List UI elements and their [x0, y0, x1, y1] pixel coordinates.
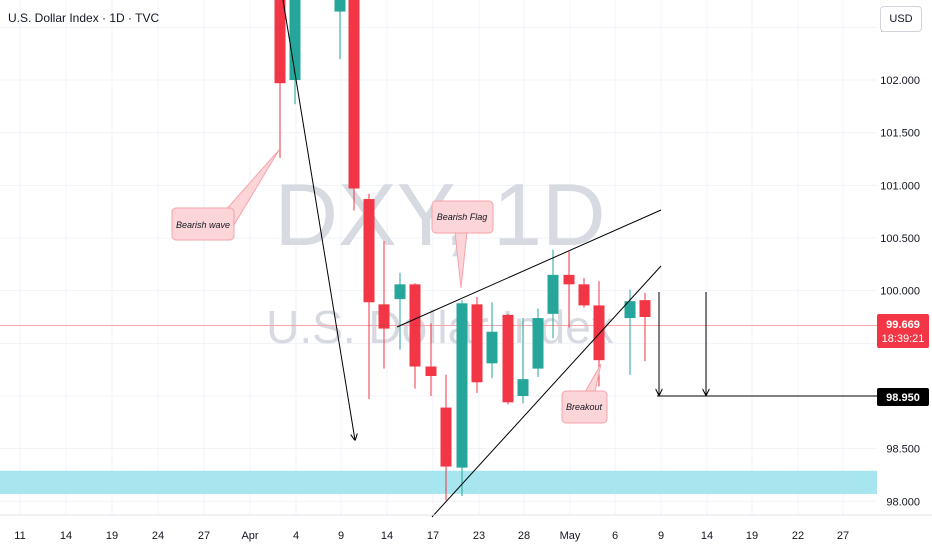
candle[interactable] [456, 300, 468, 497]
bearish-wave-callout[interactable]: Bearish wave [171, 149, 280, 241]
x-tick-label: 19 [746, 530, 758, 542]
candles-layer [274, 0, 651, 501]
breakout-callout[interactable]: Breakout [561, 363, 608, 424]
x-tick-label: 27 [837, 530, 849, 542]
x-tick-label: 27 [198, 530, 210, 542]
x-tick-label: 9 [338, 530, 344, 542]
y-tick-label: 98.500 [886, 444, 920, 456]
x-tick-label: 14 [381, 530, 393, 542]
current-price-tag: 99.669 18:39:21 [877, 314, 929, 348]
bearish-wave-label: Bearish wave [176, 220, 230, 230]
y-tick-label: 101.500 [880, 128, 920, 140]
support-zone[interactable] [0, 470, 877, 494]
candle[interactable] [394, 272, 406, 350]
x-tick-label: 9 [658, 530, 664, 542]
target-price-value: 98.950 [886, 392, 920, 404]
bearish-wave-arrow[interactable] [282, 0, 355, 440]
time-axis[interactable]: 11 14 19 24 27 Apr 4 9 14 17 23 28 May 6 9 14 19 22 27 [0, 514, 932, 542]
candle[interactable] [409, 283, 421, 389]
price-axis[interactable]: 98.00098.50099.00099.500100.000100.50010… [877, 0, 932, 550]
candle[interactable] [517, 318, 529, 404]
breakout-label: Breakout [566, 402, 603, 412]
candle[interactable] [274, 0, 286, 158]
bearish-flag-label: Bearish Flag [437, 212, 488, 222]
x-tick-label: 22 [792, 530, 804, 542]
candle[interactable] [547, 249, 559, 339]
current-price-value: 99.669 [886, 319, 920, 331]
flag-upper-trendline[interactable] [396, 209, 662, 328]
y-tick-label: 98.000 [886, 496, 920, 508]
x-tick-label: 4 [293, 530, 299, 542]
x-tick-label: 28 [518, 530, 530, 542]
candle[interactable] [563, 251, 575, 328]
candle[interactable] [440, 374, 452, 501]
x-tick-label: Apr [241, 530, 258, 542]
bar-countdown: 18:39:21 [882, 333, 925, 345]
target-price-tag: 98.950 [877, 388, 929, 406]
y-tick-label: 100.500 [880, 233, 920, 245]
x-tick-label: 14 [701, 530, 713, 542]
candle[interactable] [624, 289, 636, 375]
x-tick-label: 17 [427, 530, 439, 542]
candle[interactable] [363, 193, 375, 400]
symbol-title[interactable]: U.S. Dollar Index · 1D · TVC [8, 11, 160, 25]
x-tick-label: May [560, 530, 581, 542]
candle[interactable] [471, 296, 483, 393]
candle[interactable] [378, 241, 390, 369]
candle[interactable] [425, 323, 437, 396]
candle[interactable] [502, 313, 514, 405]
y-tick-label: 102.000 [880, 75, 920, 87]
x-tick-label: 14 [60, 530, 72, 542]
candle[interactable] [289, 0, 301, 105]
candle[interactable] [348, 0, 360, 211]
x-tick-label: 6 [612, 530, 618, 542]
x-tick-label: 23 [473, 530, 485, 542]
bearish-flag-callout[interactable]: Bearish Flag [431, 200, 494, 289]
candle[interactable] [532, 308, 544, 378]
vertical-grid [19, 0, 844, 515]
candle[interactable] [639, 292, 651, 362]
horizontal-grid [0, 26, 877, 502]
x-tick-label: 24 [152, 530, 164, 542]
candle[interactable] [486, 302, 498, 379]
flag-lower-trendline[interactable] [431, 265, 662, 518]
candle[interactable] [578, 278, 590, 308]
y-tick-label: 100.000 [880, 286, 920, 298]
y-tick-label: 101.000 [880, 180, 920, 192]
currency-button[interactable]: USD [880, 6, 922, 32]
drawings-layer [282, 0, 877, 518]
watermark-name: U.S. Dollar Index [266, 301, 614, 353]
x-tick-label: 11 [14, 530, 25, 542]
candle[interactable] [334, 0, 346, 59]
x-tick-label: 19 [106, 530, 118, 542]
